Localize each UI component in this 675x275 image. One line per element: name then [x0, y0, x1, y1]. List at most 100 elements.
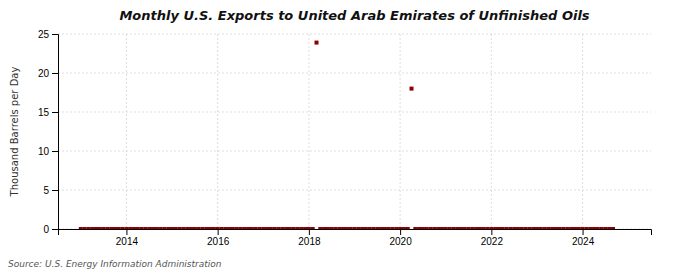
tick-label: 2014	[116, 236, 139, 247]
grid	[58, 34, 651, 229]
tick-mark	[309, 229, 310, 235]
tick: 15	[38, 107, 58, 118]
point	[208, 227, 212, 229]
tick-mark	[126, 229, 127, 235]
point	[444, 227, 448, 229]
point	[113, 227, 117, 229]
point	[280, 227, 284, 229]
point	[558, 227, 562, 229]
point	[254, 227, 258, 229]
point	[200, 227, 204, 229]
point	[425, 227, 429, 229]
point	[326, 227, 330, 229]
point	[364, 227, 368, 229]
point	[143, 227, 147, 229]
tick-label: 2024	[572, 236, 595, 247]
point	[79, 227, 83, 229]
grid-line	[582, 34, 583, 229]
point	[330, 227, 334, 229]
axis-line	[59, 230, 652, 236]
point	[166, 227, 170, 229]
point	[478, 227, 482, 229]
tick-label: 2020	[389, 236, 412, 247]
point	[238, 227, 242, 229]
tick: 0	[43, 224, 58, 235]
grid-line	[308, 34, 309, 229]
point	[565, 227, 569, 229]
point	[299, 227, 303, 229]
point	[546, 227, 550, 229]
point	[501, 227, 505, 229]
point	[406, 227, 410, 229]
points	[79, 41, 615, 229]
tick-label: 5	[43, 185, 49, 196]
point	[315, 41, 319, 45]
tick-label: 2022	[481, 236, 504, 247]
tick-mark	[583, 229, 584, 235]
tick-mark	[52, 112, 58, 113]
point	[379, 227, 383, 229]
point	[413, 227, 417, 229]
grid-line	[58, 73, 651, 74]
point	[505, 227, 509, 229]
point	[155, 227, 159, 229]
point	[292, 227, 296, 229]
point	[227, 227, 231, 229]
point	[398, 227, 402, 229]
point	[611, 227, 615, 229]
point	[531, 227, 535, 229]
point	[197, 227, 201, 229]
point	[543, 227, 547, 229]
tick: 20	[38, 68, 58, 79]
point	[132, 227, 136, 229]
point	[276, 227, 280, 229]
point	[470, 227, 474, 229]
point	[273, 227, 277, 229]
point	[550, 227, 554, 229]
point	[212, 227, 216, 229]
point	[581, 227, 585, 229]
tick-label: 0	[43, 224, 49, 235]
tick-label: 2018	[298, 236, 321, 247]
point	[345, 227, 349, 229]
tick-label: 20	[38, 68, 50, 79]
tick: 2024	[572, 229, 595, 247]
point	[524, 227, 528, 229]
point	[284, 227, 288, 229]
point	[288, 227, 292, 229]
point	[189, 227, 193, 229]
point	[250, 227, 254, 229]
point	[353, 227, 357, 229]
point	[402, 227, 406, 229]
point	[417, 227, 421, 229]
point	[98, 227, 102, 229]
plot: 2014201620182020202220240510152025	[38, 29, 652, 247]
tick: 2018	[298, 229, 321, 247]
point	[577, 227, 581, 229]
point	[257, 227, 261, 229]
point	[181, 227, 185, 229]
point	[86, 227, 90, 229]
point	[372, 227, 376, 229]
tick-mark	[400, 229, 401, 235]
point	[482, 227, 486, 229]
point	[493, 227, 497, 229]
point	[341, 227, 345, 229]
tick: 2016	[207, 229, 230, 247]
point	[90, 227, 94, 229]
point	[588, 227, 592, 229]
point	[451, 227, 455, 229]
y-axis: 0510152025	[38, 29, 59, 235]
point	[603, 227, 607, 229]
point	[463, 227, 467, 229]
point	[356, 227, 360, 229]
tick-label: 15	[38, 107, 50, 118]
point	[174, 227, 178, 229]
point	[455, 227, 459, 229]
point	[474, 227, 478, 229]
point	[486, 227, 490, 229]
point	[337, 227, 341, 229]
point	[440, 227, 444, 229]
point	[231, 227, 235, 229]
point	[140, 227, 144, 229]
